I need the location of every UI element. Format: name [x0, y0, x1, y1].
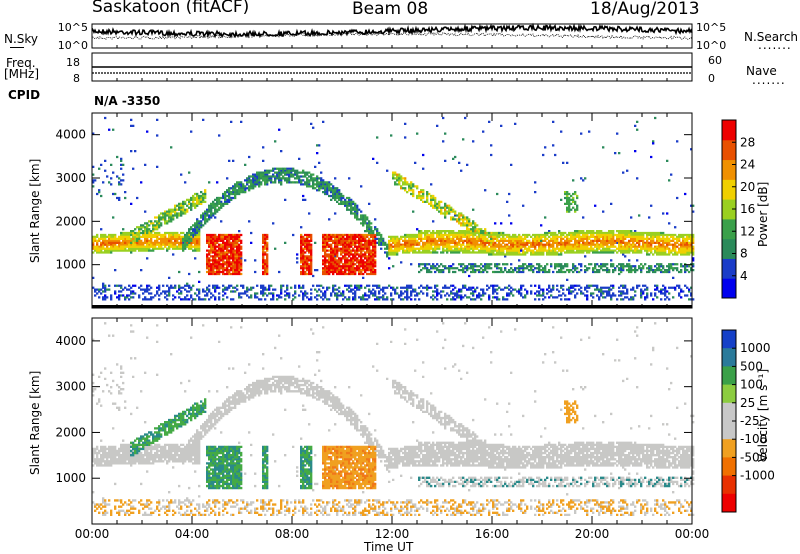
freq-label: Freq. — [6, 56, 36, 70]
y-tick-label: 1000 — [55, 471, 86, 485]
velocity-colorbar-swatch — [722, 402, 736, 422]
velocity-colorbar-swatch — [722, 330, 736, 349]
x-tick-label: 16:00 — [475, 527, 510, 541]
x-tick-label: 20:00 — [575, 527, 610, 541]
noise-left-tick: 10^0 — [58, 39, 88, 52]
power-colorbar-tick-label: 28 — [740, 135, 755, 149]
velocity-ylabel: Slant Range [km] — [28, 370, 42, 475]
x-tick-label: 04:00 — [175, 527, 210, 541]
nave-dots: ....... — [752, 73, 786, 87]
x-tick-label: 08:00 — [275, 527, 310, 541]
freq-left-tick: 18 — [66, 56, 80, 69]
nsky-label: N.Sky — [4, 32, 39, 46]
power-colorbar-swatch — [722, 278, 736, 299]
power-colorbar-swatch — [722, 139, 736, 161]
velocity-heatmap-cells — [322, 445, 377, 490]
noise-sky-trace — [91, 22, 693, 39]
velocity-colorbar-swatch — [722, 439, 736, 458]
velocity-colorbar-label: Velocity [m s⁻¹] — [756, 368, 770, 462]
noise-left-tick: 10^5 — [58, 21, 88, 34]
nsearch-label: N.Search — [744, 30, 799, 44]
y-tick-label: 4000 — [55, 128, 86, 142]
velocity-colorbar-swatch — [722, 421, 736, 440]
velocity-colorbar-tick-label: 1000 — [740, 341, 771, 355]
power-colorbar-tick-label: 24 — [740, 158, 755, 172]
y-tick-label: 3000 — [55, 171, 86, 185]
velocity-colorbar-tick-label: 500 — [740, 359, 763, 373]
velocity-colorbar-swatch — [722, 348, 736, 367]
velocity-colorbar-tick-label: -1000 — [740, 469, 775, 483]
power-colorbar-swatch — [722, 238, 736, 259]
power-colorbar-tick-label: 8 — [740, 247, 748, 261]
power-colorbar-tick-label: 20 — [740, 180, 755, 194]
power-ylabel: Slant Range [km] — [28, 158, 42, 263]
date-title: 18/Aug/2013 — [590, 0, 700, 19]
velocity-colorbar-tick-label: 25 — [740, 396, 755, 410]
station-title: Saskatoon (fitACF) — [92, 0, 250, 17]
velocity-colorbar-tick-label: -25 — [740, 414, 760, 428]
power-colorbar-swatch — [722, 218, 736, 240]
freq-left-tick: 8 — [73, 72, 80, 85]
power-colorbar-swatch — [722, 159, 736, 180]
noise-search-trace — [91, 31, 693, 41]
y-tick-label: 1000 — [55, 258, 86, 272]
power-heatmap-cells — [92, 171, 695, 254]
power-colorbar-swatch — [722, 199, 736, 220]
velocity-colorbar-tick-label: -100 — [740, 432, 767, 446]
velocity-colorbar-tick-label: 100 — [740, 378, 763, 392]
y-tick-label: 2000 — [55, 425, 86, 439]
power-heatmap-cells — [92, 173, 695, 276]
y-tick-label: 3000 — [55, 380, 86, 394]
power-colorbar-tick-label: 16 — [740, 202, 755, 216]
velocity-heatmap-cells — [130, 398, 313, 490]
y-tick-label: 4000 — [55, 334, 86, 348]
x-tick-label: 12:00 — [375, 527, 410, 541]
time-xlabel: Time UT — [364, 540, 414, 554]
power-heatmap-cells — [92, 116, 695, 301]
power-colorbar-swatch — [722, 120, 736, 141]
x-tick-label: 00:00 — [675, 527, 710, 541]
freq-right-tick: 60 — [708, 54, 722, 67]
cpid-value: N/A -3350 — [94, 94, 161, 108]
x-tick-label: 00:00 — [75, 527, 110, 541]
power-heatmap-cells — [104, 128, 695, 301]
power-colorbar-tick-label: 4 — [740, 269, 748, 283]
power-colorbar-swatch — [722, 258, 736, 279]
nave-label: Nave — [746, 64, 777, 78]
nsearch-dots: ....... — [758, 38, 792, 52]
power-colorbar-label: Power [dB] — [756, 181, 770, 247]
freq-right-tick: 0 — [708, 72, 715, 85]
power-heatmap-cells — [92, 233, 693, 276]
noise-right-tick: 10^5 — [696, 21, 726, 34]
noise-right-tick: 10^0 — [696, 39, 726, 52]
velocity-heatmap-cells — [130, 400, 693, 490]
cpid-label: CPID — [8, 88, 41, 102]
velocity-heatmap-cells — [92, 322, 695, 517]
power-heatmap-cells — [206, 233, 377, 276]
y-tick-label: 2000 — [55, 214, 86, 228]
velocity-colorbar-swatch — [722, 457, 736, 477]
velocity-colorbar-swatch — [722, 384, 736, 404]
power-colorbar-swatch — [722, 179, 736, 200]
power-colorbar-tick-label: 12 — [740, 224, 755, 238]
velocity-colorbar-tick-label: -500 — [740, 450, 767, 464]
power-heatmap-cells — [92, 173, 695, 256]
velocity-colorbar-swatch — [722, 475, 736, 495]
freq-unit-label: [MHz] — [4, 67, 40, 81]
beam-title: Beam 08 — [352, 0, 429, 19]
velocity-colorbar-swatch — [722, 366, 736, 386]
velocity-colorbar-swatch — [722, 493, 736, 513]
nsky-line — [10, 47, 24, 48]
